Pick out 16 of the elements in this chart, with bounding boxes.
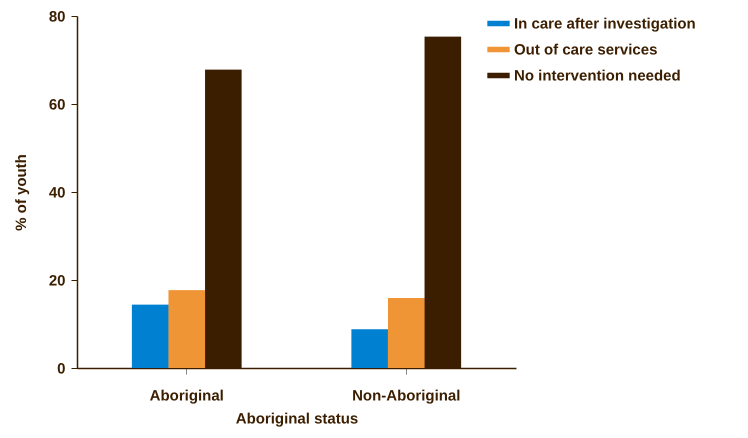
- y-tick-label: 20: [48, 272, 66, 290]
- x-axis-title: Aboriginal status: [236, 410, 358, 428]
- bar: [132, 304, 168, 368]
- y-axis-title: % of youth: [12, 154, 30, 231]
- legend-label: In care after investigation: [514, 16, 696, 32]
- bar: [351, 329, 388, 368]
- legend-label: No intervention needed: [514, 68, 681, 84]
- y-tick-label: 80: [48, 8, 66, 26]
- x-tick-label: Aboriginal: [150, 388, 224, 404]
- y-tick-label: 40: [48, 184, 66, 202]
- y-tick-label: 60: [48, 96, 66, 114]
- legend-label: Out of care services: [514, 42, 658, 58]
- bar: [168, 290, 206, 368]
- y-tick-label: 0: [57, 360, 66, 378]
- bar: [388, 298, 425, 368]
- x-tick-label: Non-Aboriginal: [352, 388, 460, 404]
